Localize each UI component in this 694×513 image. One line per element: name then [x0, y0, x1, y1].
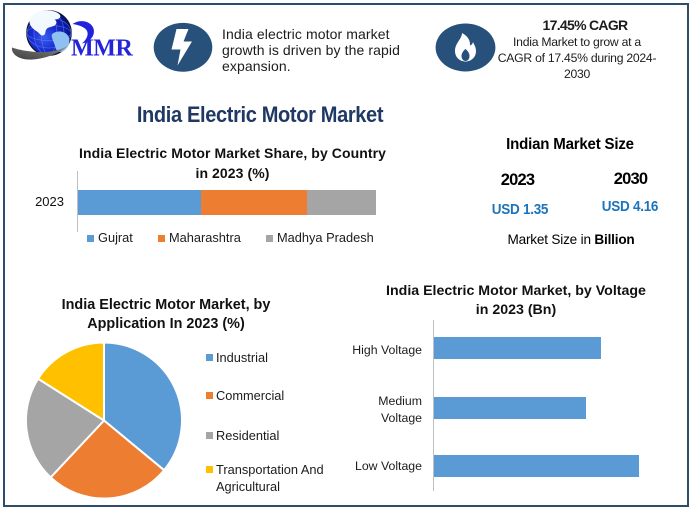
svg-text:MMR: MMR — [71, 36, 134, 62]
